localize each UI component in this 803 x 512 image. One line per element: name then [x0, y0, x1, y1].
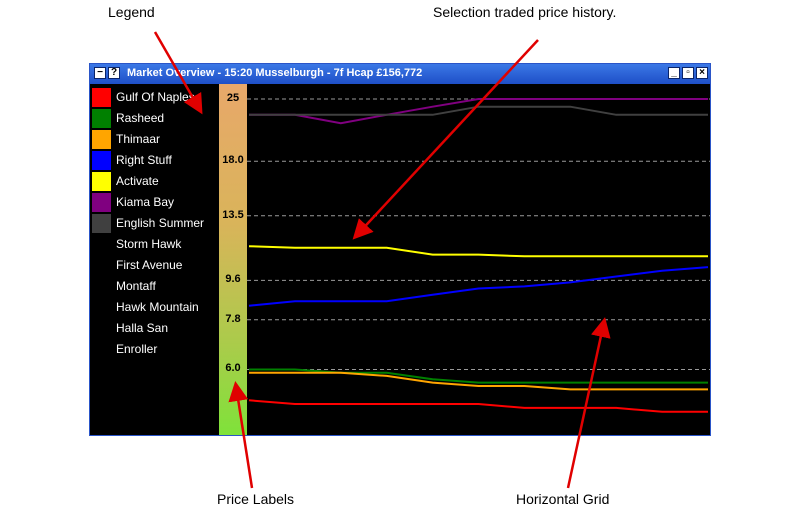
legend-label: Hawk Mountain [116, 300, 199, 314]
legend-swatch [92, 109, 111, 128]
legend-item[interactable]: Storm Hawk [92, 234, 219, 255]
legend-label: Kiama Bay [116, 195, 175, 209]
series-line [249, 368, 708, 384]
price-axis: 25 18.0 13.5 9.6 7.8 6.0 [219, 84, 247, 435]
legend-label: Montaff [116, 279, 156, 293]
legend-swatch [92, 172, 111, 191]
legend-label: Rasheed [116, 111, 165, 125]
series-line [249, 105, 708, 116]
legend-item[interactable]: Montaff [92, 276, 219, 297]
legend-item[interactable]: Hawk Mountain [92, 297, 219, 318]
price-label: 18.0 [222, 154, 244, 167]
legend-swatch [92, 88, 111, 107]
legend-item[interactable]: English Summer [92, 213, 219, 234]
legend-label: Enroller [116, 342, 158, 356]
legend-item[interactable]: Halla San [92, 318, 219, 339]
legend-label: Storm Hawk [116, 237, 182, 251]
question-icon[interactable]: ? [108, 67, 120, 79]
series-line [249, 98, 708, 125]
price-label: 25 [226, 92, 240, 104]
legend-item[interactable]: First Avenue [92, 255, 219, 276]
series-line [248, 399, 708, 413]
price-label: 13.5 [222, 208, 244, 221]
legend-label: English Summer [116, 216, 205, 230]
legend-item[interactable]: Kiama Bay [92, 192, 219, 213]
price-history-chart [247, 84, 710, 435]
legend-label: Activate [116, 174, 159, 188]
legend-item[interactable]: Rasheed [92, 108, 219, 129]
legend-item[interactable]: Enroller [92, 339, 219, 360]
legend-label: First Avenue [116, 258, 183, 272]
legend-item[interactable]: Gulf Of Naples [92, 87, 219, 108]
series-line [249, 371, 708, 391]
legend-swatch [92, 193, 111, 212]
restore-icon[interactable]: ▫ [682, 67, 694, 79]
price-label: 7.8 [225, 312, 241, 325]
series-line [248, 245, 708, 258]
legend-label: Gulf Of Naples [116, 90, 195, 104]
minus-icon[interactable]: − [94, 67, 106, 79]
history-callout: Selection traded price history. [433, 4, 617, 20]
legend-swatch [92, 151, 111, 170]
grid-callout: Horizontal Grid [516, 491, 610, 507]
market-overview-window: − ? Market Overview - 15:20 Musselburgh … [89, 63, 711, 436]
legend-swatch [92, 214, 111, 233]
legend-item[interactable]: Right Stuff [92, 150, 219, 171]
legend-item[interactable]: Thimaar [92, 129, 219, 150]
series-line [248, 266, 709, 307]
close-icon[interactable]: × [696, 67, 708, 79]
legend-label: Halla San [116, 321, 169, 335]
minimize-icon[interactable]: _ [668, 67, 680, 79]
legend-callout: Legend [108, 4, 155, 20]
title-bar[interactable]: − ? Market Overview - 15:20 Musselburgh … [90, 64, 710, 84]
legend-label: Right Stuff [116, 153, 172, 167]
legend-item[interactable]: Activate [92, 171, 219, 192]
legend-swatch [92, 130, 111, 149]
price-label: 6.0 [225, 362, 241, 375]
price-label: 9.6 [225, 273, 241, 286]
price-labels-callout: Price Labels [217, 491, 295, 507]
legend-panel: Gulf Of Naples Rasheed Thimaar Right Stuff A… [90, 84, 219, 435]
legend-label: Thimaar [116, 132, 161, 146]
window-title: Market Overview - 15:20 Musselburgh - 7f… [127, 67, 423, 79]
